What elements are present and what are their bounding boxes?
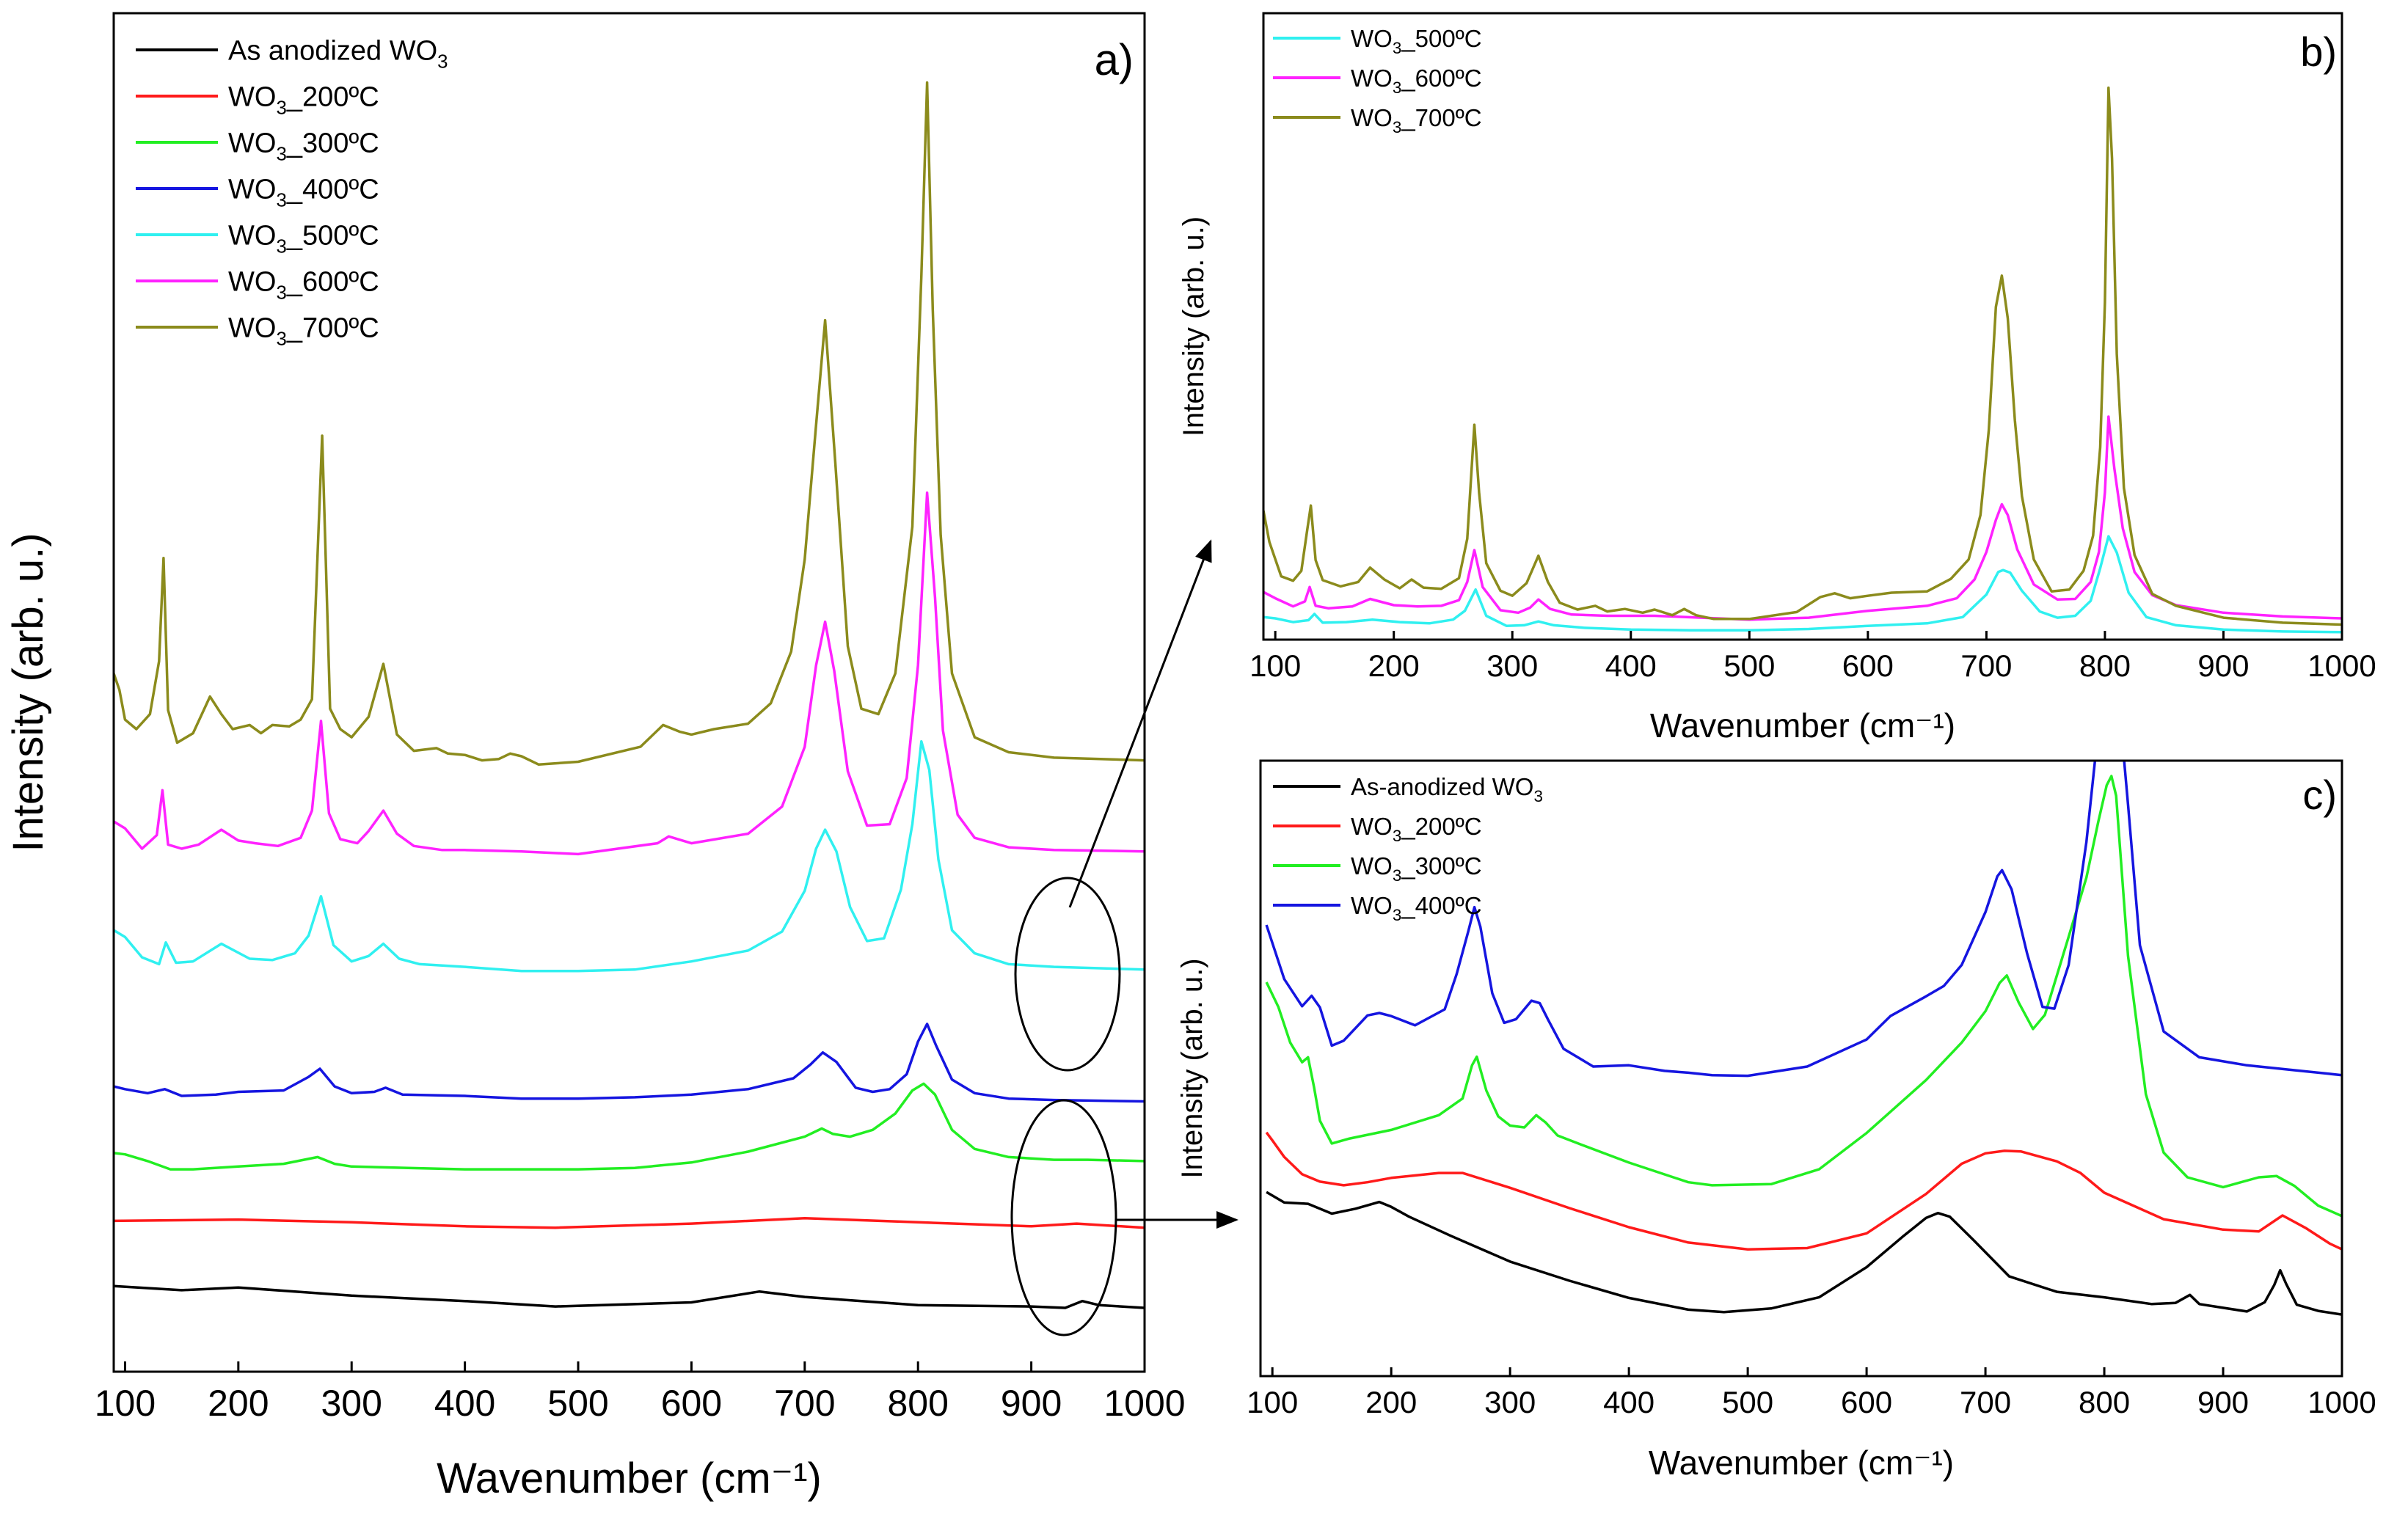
panel-c-legend: As-anodized WO3 WO3_200ºC WO3_300ºC WO3_400…: [1273, 773, 1543, 924]
panel-c-x-axis-label: Wavenumber (cm⁻¹): [1649, 1444, 1954, 1482]
panel-c-x-tick-label: 800: [2079, 1385, 2130, 1419]
panel-c-series-line-1: [1266, 1191, 2342, 1316]
panel-b-x-tick-label: 600: [1842, 648, 1894, 683]
panel-b-x-tick-label: 800: [2079, 648, 2131, 683]
panel-b-x-tick-label: 200: [1368, 648, 1420, 683]
panel-c-series-line-3: [1265, 775, 2342, 1218]
panel-c-plot-frame: [1259, 759, 2343, 1378]
panel-b-chart: 100 200 300 400 500 600 700 800 900 1000 b) Waven…: [1178, 12, 2376, 745]
panel-b-x-tick-label: 700: [1960, 648, 2012, 683]
panel-a-series-line-2: [114, 1216, 1145, 1229]
panel-a-series-layer: [114, 81, 1145, 1309]
panel-a-x-tick-label: 400: [434, 1383, 495, 1424]
panel-b-axes-layer: 100 200 300 400 500 600 700 800 900 1000: [1249, 631, 2376, 683]
panel-a-legend-label: WO3_400ºC: [228, 175, 379, 211]
panel-b-series-line-2: [1263, 415, 2342, 621]
panel-c-x-tick-label: 100: [1247, 1385, 1298, 1419]
panel-b-series-line-3: [1263, 86, 2342, 626]
zoom-ellipse-low-temp: [1010, 1099, 1117, 1336]
panel-a-series-line-1: [114, 1284, 1145, 1309]
panel-b-label: b): [2300, 29, 2337, 75]
panel-c-x-tick-label: 500: [1722, 1385, 1773, 1419]
panel-a-x-tick-label: 900: [1001, 1383, 1062, 1424]
panel-a-x-tick-label: 500: [547, 1383, 608, 1424]
panel-c-y-axis-label: Intensity (arb. u.): [1176, 958, 1208, 1178]
panel-c-legend-label: As-anodized WO3: [1351, 773, 1543, 805]
panel-b-x-tick-label: 400: [1605, 648, 1657, 683]
panel-b-legend: WO3_500ºC WO3_600ºC WO3_700ºC: [1273, 25, 1482, 136]
panel-a-label: a): [1095, 35, 1134, 84]
panel-c-chart: 100 200 300 400 500 600 700 800 900 1000 c) Waven…: [1176, 759, 2376, 1482]
panel-a-legend-label: WO3_200ºC: [228, 82, 379, 119]
panel-a-series-line-4: [114, 1023, 1145, 1103]
panel-b-series-line-1: [1263, 535, 2342, 634]
panel-c-x-tick-label: 900: [2197, 1385, 2249, 1419]
panel-a-x-tick-label: 1000: [1103, 1383, 1185, 1424]
panel-a-x-axis-label: Wavenumber (cm⁻¹): [437, 1455, 822, 1502]
panel-a-x-tick-label: 700: [774, 1383, 835, 1424]
panel-c-label: c): [2302, 772, 2337, 818]
panel-c-series-line-2: [1265, 1131, 2342, 1251]
panel-c-x-tick-label: 600: [1841, 1385, 1892, 1419]
panel-b-x-tick-label: 900: [2197, 648, 2249, 683]
panel-a-x-tick-label: 200: [208, 1383, 269, 1424]
panel-c-x-tick-label: 300: [1484, 1385, 1536, 1419]
panel-c-legend-label: WO3_300ºC: [1351, 852, 1482, 885]
panel-a-axes-layer: 100 200 300 400 500 600 700 800 900 1000: [95, 1361, 1186, 1424]
panel-a-series-line-3: [114, 1082, 1145, 1171]
panel-b-legend-label: WO3_600ºC: [1351, 65, 1482, 97]
panel-c-series-layer: [1265, 761, 2342, 1316]
panel-b-x-tick-label: 100: [1249, 648, 1301, 683]
panel-b-series-layer: [1263, 86, 2342, 634]
panel-b-plot-frame: [1262, 12, 2343, 641]
panel-a-x-tick-label: 600: [661, 1383, 722, 1424]
panel-c-legend-label: WO3_200ºC: [1351, 813, 1482, 845]
panel-b-x-tick-label: 1000: [2307, 648, 2376, 683]
panel-c-legend-label: WO3_400ºC: [1351, 892, 1482, 924]
panel-a-series-line-5: [114, 739, 1145, 973]
panel-b-x-tick-label: 300: [1486, 648, 1538, 683]
panel-a-chart: 100 200 300 400 500 600 700 800 900 1000 a) Waven…: [4, 12, 1186, 1502]
panel-b-x-tick-label: 500: [1723, 648, 1775, 683]
panel-a-series-line-6: [114, 491, 1145, 856]
panel-c-x-tick-label: 700: [1960, 1385, 2011, 1419]
panel-b-legend-label: WO3_700ºC: [1351, 104, 1482, 136]
panel-a-series-line-7: [114, 81, 1145, 766]
panel-a-legend-label: WO3_700ºC: [228, 313, 379, 350]
panel-a-legend-label: WO3_600ºC: [228, 267, 379, 304]
panel-a-legend-label: WO3_300ºC: [228, 128, 379, 165]
panel-a-x-tick-label: 800: [887, 1383, 948, 1424]
panel-b-y-axis-label: Intensity (arb. u.): [1178, 216, 1210, 436]
zoom-ellipse-high-temp: [1014, 877, 1121, 1072]
panel-a-y-axis-label: Intensity (arb. u.): [4, 533, 52, 852]
zoom-arrow-to-panel-b: [1068, 539, 1212, 908]
panel-c-x-tick-label: 200: [1365, 1385, 1417, 1419]
panel-c-x-tick-label: 1000: [2307, 1385, 2376, 1419]
panel-b-x-axis-label: Wavenumber (cm⁻¹): [1650, 706, 1955, 745]
panel-a-legend-label: WO3_500ºC: [228, 221, 379, 257]
panel-c-series-line-4: [1265, 761, 2342, 1078]
panel-a-legend-label: As anodized WO3: [228, 36, 448, 73]
panel-b-legend-label: WO3_500ºC: [1351, 25, 1482, 57]
panel-c-x-tick-label: 400: [1603, 1385, 1654, 1419]
panel-a-x-tick-label: 300: [321, 1383, 382, 1424]
panel-a-x-tick-label: 100: [95, 1383, 156, 1424]
panel-a-plot-frame: [112, 12, 1146, 1373]
panel-a-legend: As anodized WO3 WO3_200ºC WO3_300ºC WO3_400…: [136, 36, 448, 350]
